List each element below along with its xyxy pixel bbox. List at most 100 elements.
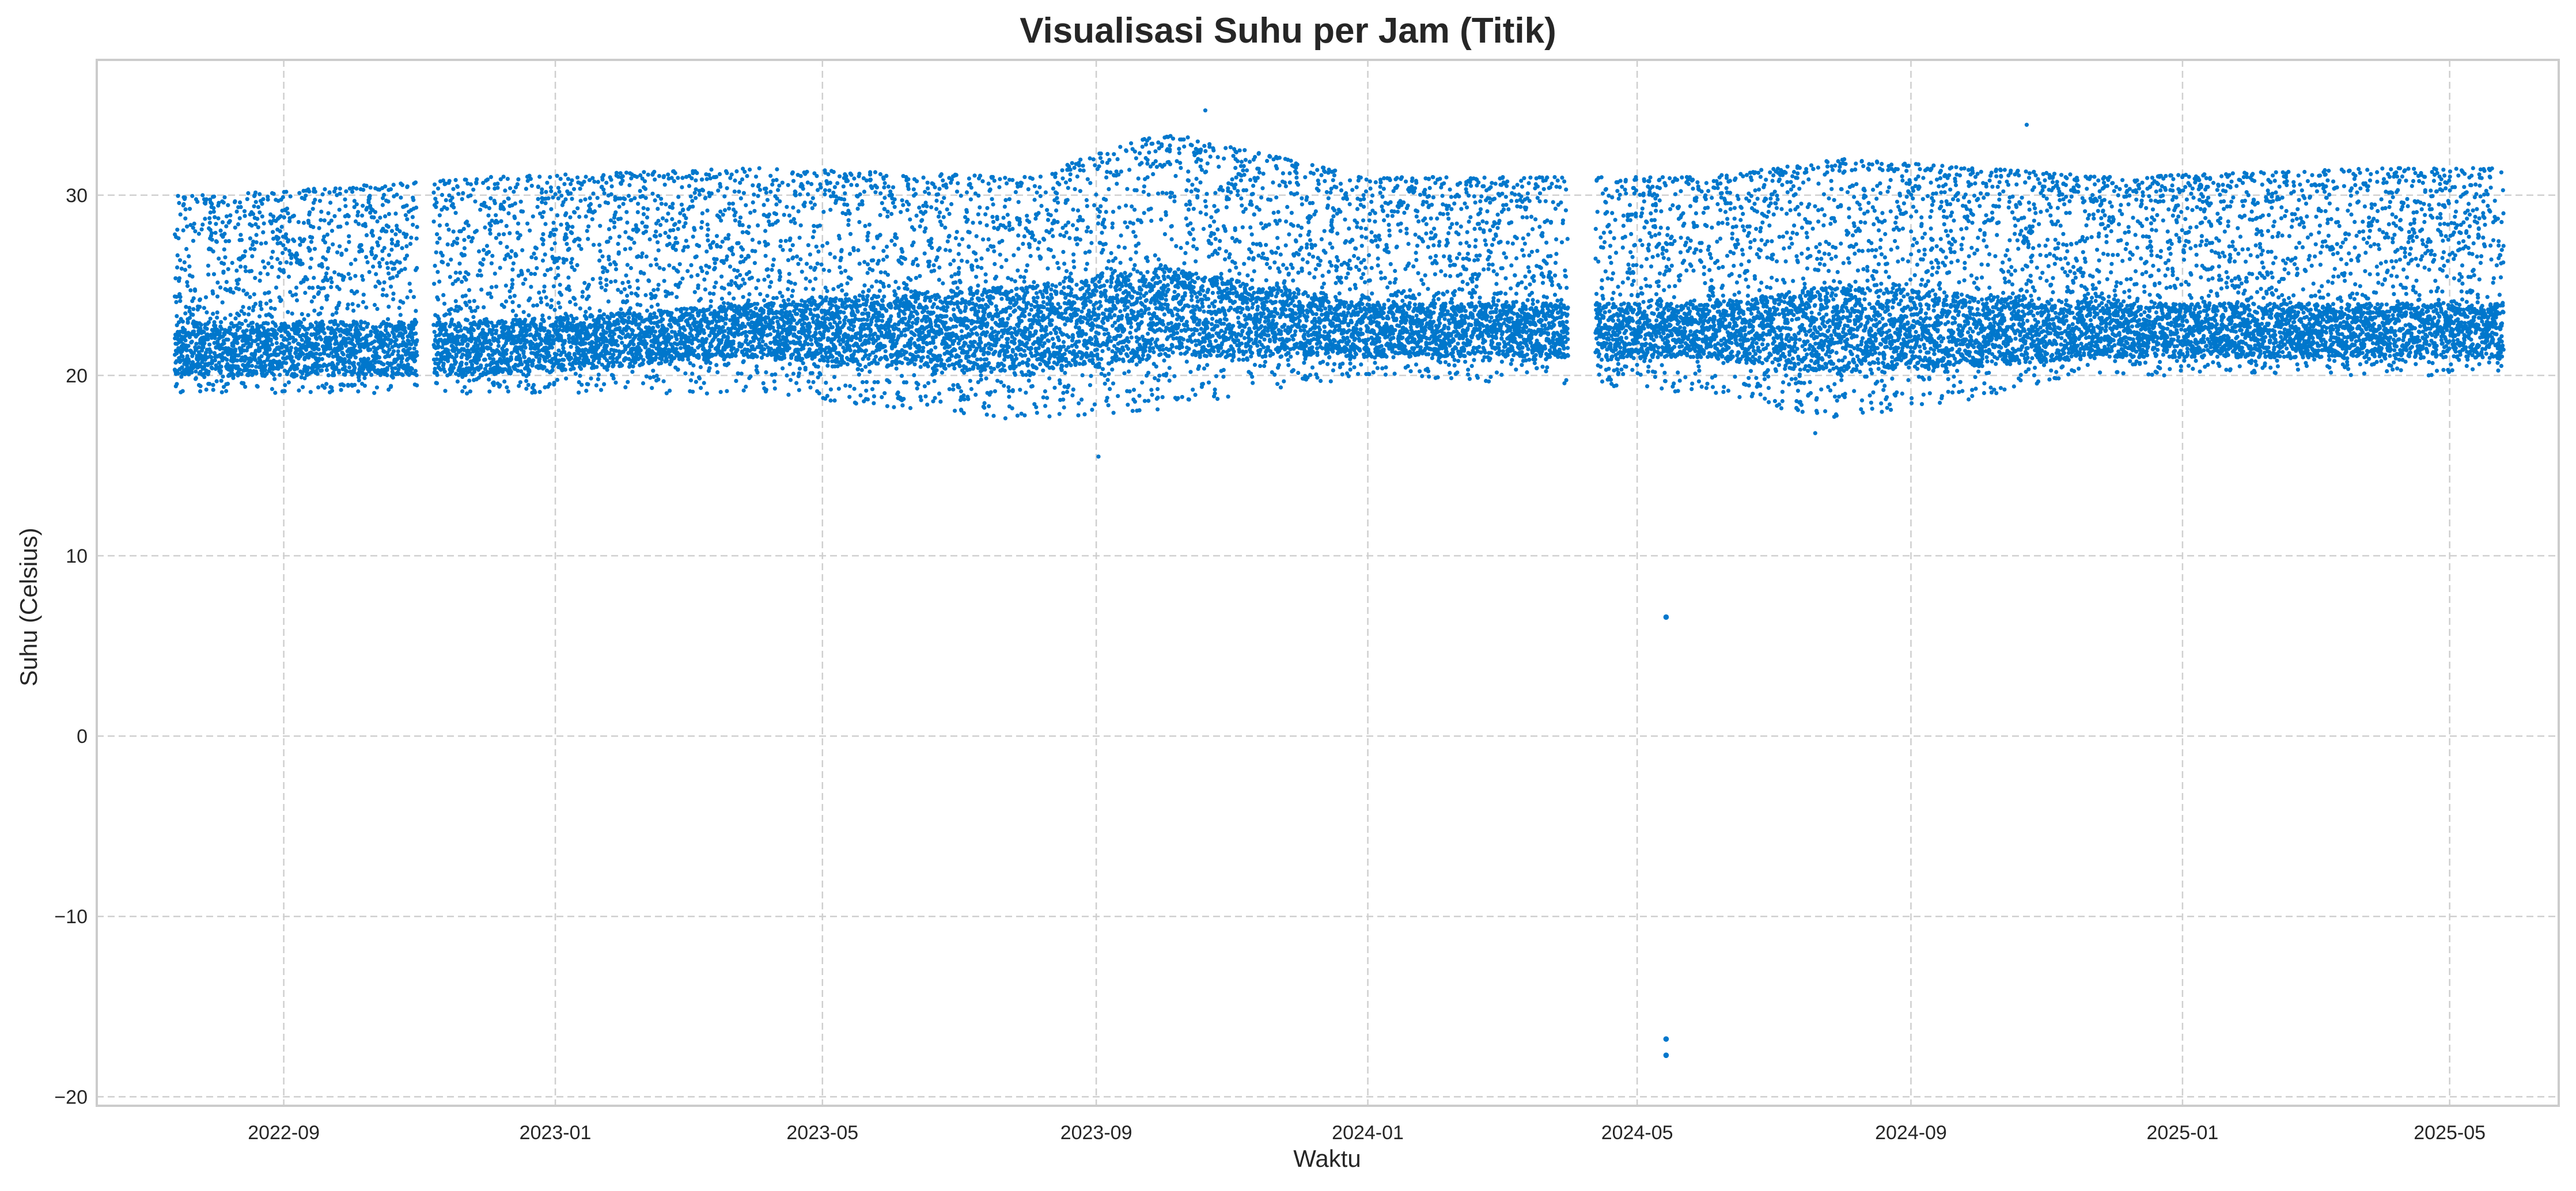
data-point xyxy=(211,388,215,392)
data-point xyxy=(312,246,317,251)
data-point xyxy=(479,273,483,278)
data-point xyxy=(401,300,406,305)
data-point xyxy=(528,296,532,301)
data-point xyxy=(183,216,188,221)
data-point xyxy=(596,373,601,377)
data-point xyxy=(582,180,586,184)
data-point xyxy=(697,192,702,197)
data-point xyxy=(272,328,277,333)
data-point xyxy=(190,339,194,344)
data-point xyxy=(677,262,682,267)
data-point xyxy=(550,246,554,252)
data-point xyxy=(286,324,291,329)
data-point xyxy=(669,324,673,329)
data-point xyxy=(692,227,697,232)
data-point xyxy=(218,347,222,351)
data-point xyxy=(187,359,191,363)
data-point xyxy=(287,219,292,223)
data-point xyxy=(713,261,717,265)
data-point xyxy=(223,239,228,244)
data-point xyxy=(490,253,495,258)
data-point xyxy=(361,203,365,208)
data-point xyxy=(604,180,609,185)
data-point xyxy=(202,375,207,380)
data-point xyxy=(296,362,301,367)
data-point xyxy=(275,257,280,261)
data-point xyxy=(598,388,604,392)
data-point xyxy=(266,321,270,326)
data-point xyxy=(601,312,607,317)
data-point xyxy=(656,283,661,287)
data-point xyxy=(312,295,316,299)
data-point xyxy=(487,377,491,382)
data-point xyxy=(344,341,348,346)
data-point xyxy=(458,324,463,329)
data-point xyxy=(286,274,291,279)
data-point xyxy=(580,294,585,299)
data-point xyxy=(341,352,346,356)
data-point xyxy=(301,221,306,225)
data-point xyxy=(324,367,329,373)
data-point xyxy=(700,177,704,182)
data-point xyxy=(351,185,355,190)
data-point xyxy=(568,299,573,305)
data-point xyxy=(324,271,329,276)
data-point xyxy=(517,384,521,388)
data-point xyxy=(689,274,694,279)
data-point xyxy=(440,253,445,258)
data-point xyxy=(257,336,262,341)
data-point xyxy=(198,297,202,302)
data-point xyxy=(437,236,442,241)
data-point xyxy=(609,177,613,182)
data-point xyxy=(605,201,611,206)
data-point xyxy=(380,257,385,261)
data-point xyxy=(673,236,678,241)
data-point xyxy=(377,260,382,265)
data-point xyxy=(570,231,574,236)
data-point xyxy=(591,191,596,196)
data-point xyxy=(271,373,276,377)
data-point xyxy=(741,295,745,299)
data-point xyxy=(510,267,515,272)
data-point xyxy=(541,242,545,246)
data-point xyxy=(278,373,282,377)
data-point xyxy=(261,197,266,202)
data-point xyxy=(588,196,592,200)
data-point xyxy=(211,272,217,276)
data-point xyxy=(400,183,405,187)
data-point xyxy=(300,261,305,266)
data-point xyxy=(645,308,649,313)
data-point xyxy=(187,207,192,211)
data-point xyxy=(411,327,415,331)
data-point xyxy=(726,233,731,237)
data-point xyxy=(338,244,342,249)
data-point xyxy=(204,310,209,315)
data-point xyxy=(228,219,232,223)
data-point xyxy=(293,338,298,343)
data-point xyxy=(541,319,546,324)
data-point xyxy=(461,191,465,195)
data-point xyxy=(289,346,294,350)
data-point xyxy=(307,337,312,342)
data-point xyxy=(547,382,552,386)
data-point xyxy=(559,194,564,198)
data-point xyxy=(451,229,456,234)
data-point xyxy=(300,337,304,342)
data-point xyxy=(183,207,188,212)
data-point xyxy=(309,299,314,304)
data-point xyxy=(727,206,732,211)
data-point xyxy=(359,243,363,248)
data-point xyxy=(359,320,363,325)
data-point xyxy=(247,306,252,310)
data-point xyxy=(241,381,246,386)
data-point xyxy=(198,389,203,394)
data-point xyxy=(391,349,396,354)
data-point xyxy=(190,354,195,358)
data-point xyxy=(489,285,494,290)
data-point xyxy=(325,232,330,237)
data-point xyxy=(599,285,604,290)
data-point xyxy=(659,361,664,366)
data-point xyxy=(213,336,217,340)
data-point xyxy=(642,170,646,175)
data-point xyxy=(411,295,416,299)
